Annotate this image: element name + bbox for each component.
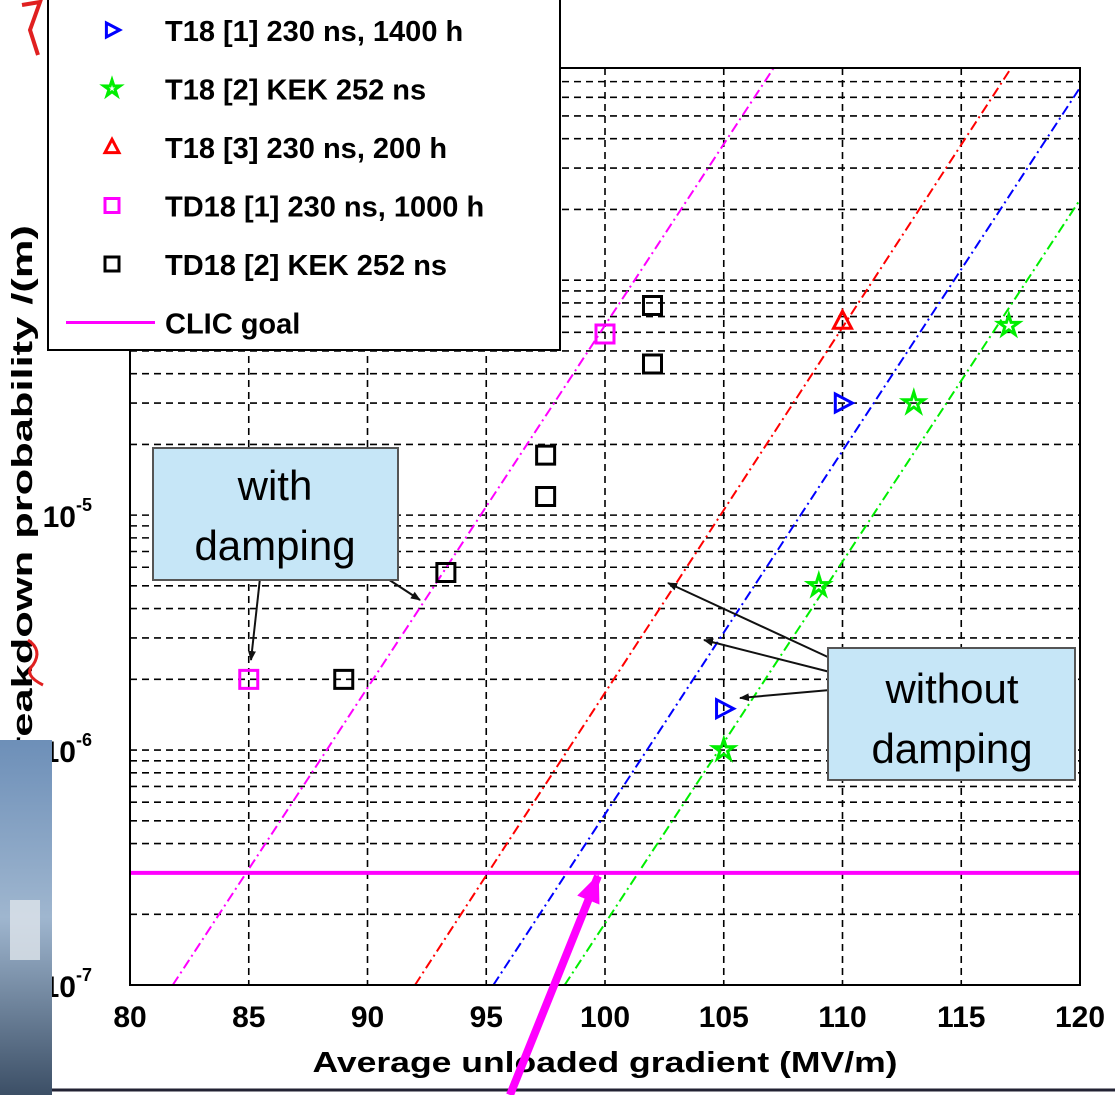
annotation-without-damping: without damping	[667, 582, 1076, 781]
point	[333, 668, 355, 690]
arrow	[739, 689, 831, 702]
x-tick-label: 80	[113, 1001, 146, 1034]
point	[594, 323, 616, 345]
photo-detail	[10, 900, 40, 960]
scribble	[21, 0, 43, 56]
legend-label: T18 [2] KEK 252 ns	[165, 75, 426, 107]
point	[642, 295, 663, 317]
y-tick-label: 10-5	[43, 495, 92, 534]
point	[898, 387, 929, 416]
y-tick-base: 10	[43, 501, 76, 534]
annotation-text: with	[237, 462, 313, 509]
x-tick-label: 100	[580, 1001, 630, 1034]
x-tick-label: 95	[470, 1001, 503, 1034]
annotation-text: without	[884, 665, 1018, 712]
annotation-text: damping	[194, 522, 355, 569]
arrow	[667, 582, 831, 659]
point	[831, 307, 854, 330]
x-tick-label: 120	[1055, 1001, 1105, 1034]
legend-label: CLIC goal	[165, 309, 300, 341]
fit-line	[414, 68, 1012, 985]
legend-label: T18 [1] 230 ns, 1400 h	[165, 16, 463, 48]
legend-label: TD18 [1] 230 ns, 1000 h	[165, 192, 484, 224]
point	[435, 561, 457, 583]
point	[715, 697, 737, 721]
point	[642, 353, 663, 375]
x-tick-label: 85	[232, 1001, 265, 1034]
annotation-with-damping: with damping	[152, 447, 421, 661]
point	[238, 668, 260, 690]
point	[803, 569, 834, 599]
scribble	[27, 638, 44, 687]
legend-swatch	[103, 197, 121, 214]
legend: T18 [1] 230 ns, 1400 h T18 [2] KEK 252 ns…	[47, 0, 561, 351]
y-tick-exponent: -6	[76, 730, 92, 750]
plot-frame	[129, 67, 1081, 986]
x-axis-label: Average unloaded gradient (MV/m)	[313, 1047, 898, 1079]
legend-swatch	[103, 255, 121, 273]
fit-line	[171, 68, 775, 985]
y-tick-exponent: -7	[76, 965, 92, 985]
legend-label: T18 [3] 230 ns, 200 h	[165, 133, 447, 165]
arrow	[703, 638, 831, 673]
legend-label: TD18 [2] KEK 252 ns	[165, 250, 447, 282]
legend-swatch	[99, 75, 125, 100]
y-tick-exponent: -5	[76, 495, 92, 515]
goal-arrow	[506, 874, 602, 1095]
annotation-text: damping	[871, 725, 1032, 772]
annotation-box	[827, 647, 1076, 781]
point	[708, 734, 739, 763]
x-tick-label: 110	[818, 1001, 866, 1034]
legend-swatch	[104, 20, 123, 40]
x-tick-label: 105	[699, 1001, 749, 1034]
x-tick-label: 115	[937, 1001, 985, 1034]
point	[993, 309, 1024, 339]
data-marks	[130, 295, 1080, 875]
y-axis-label: Breakdown probability /(m)	[7, 225, 39, 785]
annotation-box	[152, 447, 399, 581]
point	[833, 391, 856, 415]
x-tick-label: 90	[351, 1001, 384, 1034]
legend-box	[47, 0, 561, 351]
point	[535, 444, 557, 466]
point	[535, 486, 557, 508]
legend-swatch	[102, 136, 122, 155]
